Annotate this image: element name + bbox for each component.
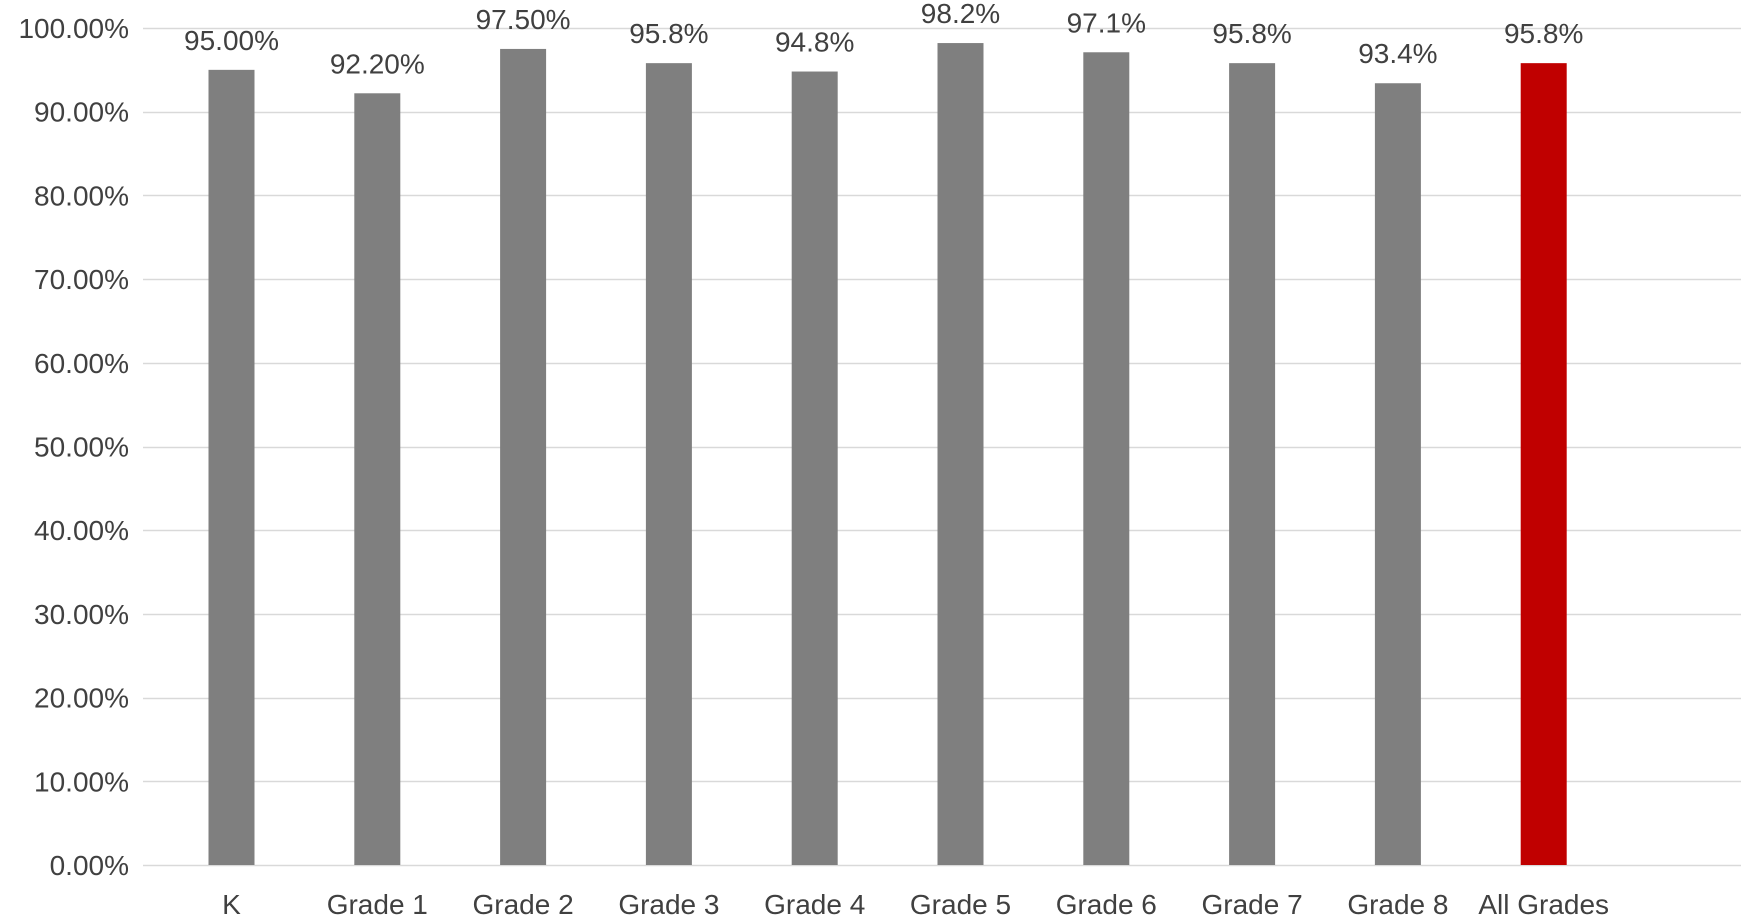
data-labels: 95.00% 92.20% 97.50% 95.8% 94.8% 98.2% 97.1% 95… bbox=[184, 0, 1583, 79]
bar bbox=[1083, 52, 1130, 865]
x-category-label: Grade 7 bbox=[1202, 889, 1303, 920]
x-category-label: Grade 4 bbox=[764, 889, 865, 920]
x-category-label: K bbox=[222, 889, 241, 920]
bar-highlight bbox=[1520, 63, 1567, 866]
data-label: 95.8% bbox=[1504, 18, 1583, 49]
y-tick-label: 30.00% bbox=[34, 599, 129, 630]
bar bbox=[208, 69, 255, 866]
x-category-label: Grade 5 bbox=[910, 889, 1011, 920]
y-tick-label: 100.00% bbox=[18, 13, 129, 44]
x-category-label: Grade 6 bbox=[1056, 889, 1157, 920]
bar bbox=[791, 71, 838, 866]
x-category-label: Grade 2 bbox=[473, 889, 574, 920]
x-category-label: All Grades bbox=[1478, 889, 1609, 920]
y-axis-tick-labels: 0.00% 10.00% 20.00% 30.00% 40.00% 50.00% 60.00… bbox=[18, 13, 129, 881]
y-tick-label: 10.00% bbox=[34, 766, 129, 797]
data-label: 98.2% bbox=[921, 0, 1000, 29]
bar bbox=[1229, 63, 1276, 866]
data-label: 97.1% bbox=[1067, 7, 1146, 38]
data-label: 95.00% bbox=[184, 25, 279, 56]
data-label: 93.4% bbox=[1358, 38, 1437, 69]
bar bbox=[645, 63, 692, 866]
data-label: 92.20% bbox=[330, 48, 425, 79]
bar bbox=[354, 93, 401, 865]
y-tick-label: 20.00% bbox=[34, 683, 129, 714]
y-tick-label: 0.00% bbox=[50, 850, 129, 881]
y-tick-label: 80.00% bbox=[34, 180, 129, 211]
bars bbox=[208, 43, 1567, 866]
y-tick-label: 50.00% bbox=[34, 432, 129, 463]
bar bbox=[500, 48, 547, 866]
x-category-label: Grade 3 bbox=[618, 889, 719, 920]
y-tick-label: 90.00% bbox=[34, 97, 129, 128]
x-axis-category-labels: K Grade 1 Grade 2 Grade 3 Grade 4 Grade 5 Grad… bbox=[222, 889, 1609, 920]
x-category-label: Grade 8 bbox=[1347, 889, 1448, 920]
x-category-label: Grade 1 bbox=[327, 889, 428, 920]
data-label: 95.8% bbox=[1212, 18, 1291, 49]
data-label: 94.8% bbox=[775, 27, 854, 58]
y-tick-label: 70.00% bbox=[34, 264, 129, 295]
data-label: 95.8% bbox=[629, 18, 708, 49]
bar bbox=[937, 43, 984, 866]
y-tick-label: 60.00% bbox=[34, 348, 129, 379]
bar bbox=[1374, 83, 1421, 865]
data-label: 97.50% bbox=[476, 4, 571, 35]
y-tick-label: 40.00% bbox=[34, 515, 129, 546]
